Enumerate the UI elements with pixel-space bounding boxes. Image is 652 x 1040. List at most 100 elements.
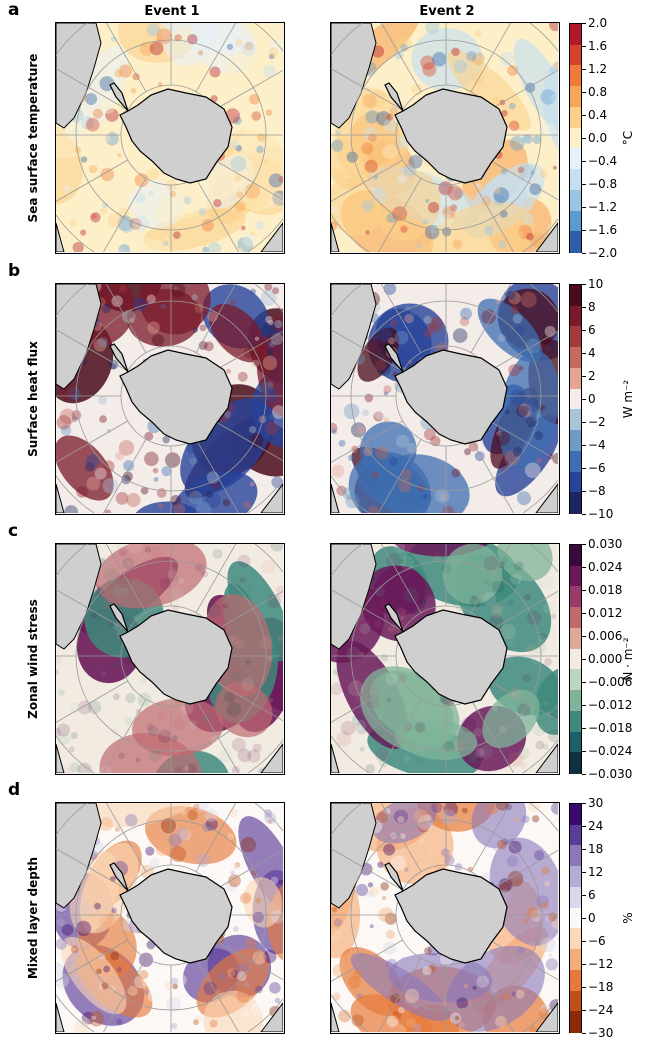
colorbar-tick-mark [582, 422, 586, 423]
colorbar-tick-label: 0.4 [588, 108, 608, 122]
map-b-event-2 [330, 283, 560, 515]
colorbar-tick-label: 24 [588, 819, 604, 833]
colorbar-tick-mark [582, 1033, 586, 1034]
colorbar-tick-mark [582, 941, 586, 942]
colorbar-segment [570, 106, 581, 129]
colorbar-segment [570, 949, 581, 971]
colorbar-tick-mark [582, 826, 586, 827]
colorbar-segment [570, 1011, 581, 1034]
colorbar-tick-label: 0.012 [588, 606, 623, 620]
colorbar-tick-label: 12 [588, 865, 604, 879]
colorbar-segment [570, 450, 581, 473]
colorbar-segment [570, 607, 581, 630]
colorbar-tick-mark [582, 728, 586, 729]
colorbar-tick-mark [582, 445, 586, 446]
colorbar-tick-mark [582, 330, 586, 331]
colorbar-tick-mark [582, 399, 586, 400]
colorbar-tick-mark [582, 964, 586, 965]
colorbar-tick-mark [582, 514, 586, 515]
colorbar-tick-mark [582, 468, 586, 469]
colorbar-tick-label: −1.2 [588, 200, 618, 214]
colorbar-tick-label: −18 [588, 980, 614, 994]
colorbar-tick-label: 0.8 [588, 85, 608, 99]
colorbar-segment [570, 845, 581, 868]
colorbar-segment [570, 928, 581, 951]
colorbar-segment [570, 586, 581, 609]
colorbar-segment [570, 492, 581, 515]
colorbar-segment [570, 367, 581, 390]
colorbar-tick-label: 0.000 [588, 652, 623, 666]
colorbar-tick-mark [582, 1010, 586, 1011]
colorbar-tick-label: −4 [588, 438, 606, 452]
colorbar-tick-mark [582, 849, 586, 850]
column-title-event-1: Event 1 [144, 4, 200, 19]
colorbar-tick-label: −0.8 [588, 177, 618, 191]
colorbar-unit-c: N · m⁻² [621, 637, 635, 681]
colorbar-segment [570, 210, 581, 233]
colorbar-tick-label: 8 [588, 300, 596, 314]
colorbar-tick-label: 4 [588, 346, 596, 360]
colorbar-tick-mark [582, 491, 586, 492]
colorbar-tick-mark [582, 69, 586, 70]
colorbar-segment [570, 990, 581, 1013]
colorbar-tick-mark [582, 567, 586, 568]
colorbar-tick-label: 6 [588, 323, 596, 337]
colorbar-segment [570, 866, 581, 889]
colorbar-tick-mark [582, 307, 586, 308]
colorbar-tick-mark [582, 636, 586, 637]
colorbar-tick-label: −1.6 [588, 223, 618, 237]
colorbar-tick-label: −0.018 [588, 721, 633, 735]
row-label-c: Zonal wind stress [26, 599, 40, 719]
column-title-event-2: Event 2 [419, 4, 475, 19]
colorbar-unit-a: °C [621, 130, 635, 146]
colorbar-segment [570, 388, 581, 411]
colorbar-tick-mark [582, 284, 586, 285]
colorbar-tick-label: −6 [588, 934, 606, 948]
colorbar-tick-mark [582, 918, 586, 919]
colorbar-b [569, 284, 582, 515]
colorbar-segment [570, 169, 581, 191]
colorbar-segment [570, 804, 581, 826]
row-label-b: Surface heat flux [26, 341, 40, 457]
colorbar-tick-mark [582, 751, 586, 752]
map-b-event-1 [55, 283, 285, 515]
colorbar-tick-mark [582, 115, 586, 116]
colorbar-tick-mark [582, 895, 586, 896]
colorbar-tick-label: 1.6 [588, 39, 608, 53]
colorbar-unit-d: % [621, 912, 635, 924]
colorbar-tick-label: 10 [588, 277, 604, 291]
colorbar-segment [570, 231, 581, 254]
panel-letter-d: d [8, 780, 21, 800]
colorbar-tick-mark [582, 544, 586, 545]
colorbar-tick-label: 6 [588, 888, 596, 902]
colorbar-tick-mark [582, 590, 586, 591]
colorbar-tick-label: 18 [588, 842, 604, 856]
colorbar-segment [570, 148, 581, 171]
colorbar-segment [570, 326, 581, 349]
colorbar-segment [570, 189, 581, 212]
colorbar-a [569, 23, 582, 254]
colorbar-tick-label: 0.024 [588, 560, 623, 574]
colorbar-tick-label: 0 [588, 911, 596, 925]
colorbar-segment [570, 669, 581, 692]
colorbar-tick-label: −0.030 [588, 767, 633, 781]
colorbar-tick-mark [582, 184, 586, 185]
row-label-d: Mixed layer depth [26, 856, 40, 980]
colorbar-tick-label: −0.024 [588, 744, 633, 758]
map-c-event-1 [55, 543, 285, 775]
colorbar-segment [570, 690, 581, 712]
colorbar-tick-label: −8 [588, 484, 606, 498]
colorbar-tick-mark [582, 705, 586, 706]
colorbar-tick-label: −10 [588, 507, 614, 521]
colorbar-segment [570, 305, 581, 328]
colorbar-tick-mark [582, 253, 586, 254]
colorbar-tick-label: −24 [588, 1003, 614, 1017]
colorbar-tick-label: 2 [588, 369, 596, 383]
row-label-a: Sea surface temperature [26, 53, 40, 223]
colorbar-segment [570, 24, 581, 46]
colorbar-tick-label: 1.2 [588, 62, 608, 76]
colorbar-segment [570, 710, 581, 733]
colorbar-c [569, 544, 582, 775]
colorbar-tick-mark [582, 659, 586, 660]
map-c-event-2 [330, 543, 560, 775]
